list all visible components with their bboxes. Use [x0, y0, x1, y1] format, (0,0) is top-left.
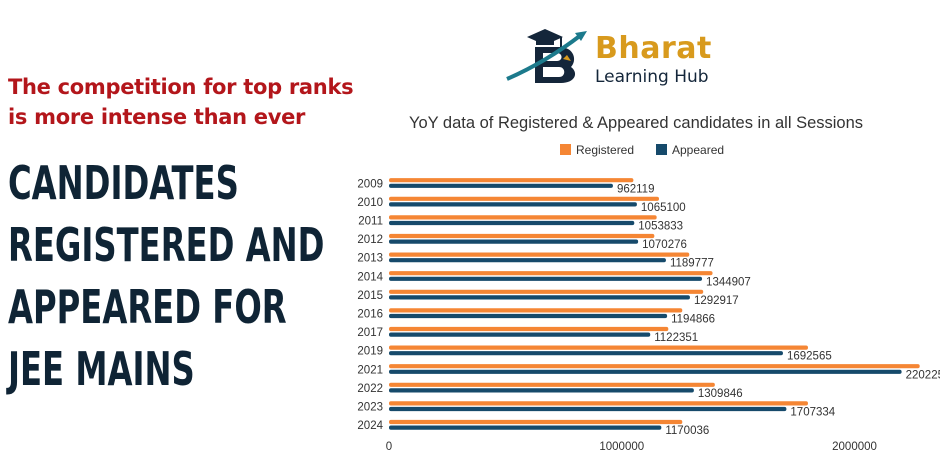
- bar-registered: [389, 271, 713, 276]
- plot-area: 2009 962119 2010 1065100 2011 1053833 2012 1070…: [357, 178, 940, 453]
- legend-swatch-registered: [560, 144, 571, 155]
- bar-appeared: [389, 388, 694, 393]
- data-label: 1070276: [642, 239, 687, 251]
- y-tick-label: 2012: [357, 234, 383, 246]
- bar-appeared: [389, 258, 666, 263]
- legend-swatch-appeared: [656, 144, 667, 155]
- y-tick-label: 2019: [357, 346, 383, 358]
- legend-label-registered: Registered: [576, 143, 634, 157]
- x-tick-label: 1000000: [599, 441, 644, 453]
- bar-appeared: [389, 220, 635, 226]
- bar-registered: [389, 345, 808, 350]
- y-tick-label: 2014: [357, 271, 383, 283]
- y-tick-label: 2024: [357, 420, 383, 432]
- data-label: 1292917: [694, 295, 739, 307]
- legend: Registered Appeared: [560, 143, 724, 157]
- bar-registered: [389, 419, 683, 425]
- data-label: 1189777: [670, 258, 714, 270]
- y-tick-label: 2021: [357, 364, 383, 376]
- bar-registered: [389, 308, 683, 313]
- brand-subtitle: Learning Hub: [595, 67, 709, 87]
- data-label: 1194866: [671, 314, 715, 326]
- y-tick-label: 2015: [357, 290, 383, 302]
- bar-appeared: [389, 369, 902, 374]
- bar-registered: [389, 289, 704, 294]
- bar-registered: [389, 326, 669, 332]
- tagline: The competition for top ranks is more in…: [8, 75, 354, 129]
- y-tick-label: 2010: [357, 197, 383, 209]
- bar-registered: [389, 382, 715, 387]
- x-tick-label: 0: [386, 441, 392, 453]
- headline: CANDIDATES REGISTERED AND APPEARED FOR J…: [8, 156, 325, 396]
- bar-registered: [389, 233, 655, 239]
- bar-appeared: [389, 313, 668, 319]
- y-tick-label: 2009: [357, 178, 383, 190]
- chart-title: YoY data of Registered & Appeared candid…: [409, 114, 863, 132]
- y-tick-label: 2011: [358, 216, 383, 228]
- bar-chart: YoY data of Registered & Appeared candid…: [357, 114, 940, 453]
- graduation-b-logo-icon: [506, 29, 587, 83]
- bar-appeared: [389, 183, 613, 188]
- legend-label-appeared: Appeared: [672, 143, 724, 157]
- bar-appeared: [389, 239, 639, 244]
- bar-registered: [389, 401, 808, 406]
- brand-logo: Bharat Learning Hub: [505, 25, 735, 95]
- bar-appeared: [389, 425, 662, 430]
- bar-appeared: [389, 332, 651, 337]
- y-tick-label: 2016: [357, 309, 383, 321]
- data-label: 1707334: [790, 407, 835, 419]
- bar-registered: [389, 196, 660, 201]
- data-label: 1344907: [706, 276, 751, 288]
- bar-appeared: [389, 406, 787, 412]
- bar-appeared: [389, 202, 637, 207]
- brand-name: Bharat: [595, 31, 712, 66]
- bar-appeared: [389, 295, 690, 300]
- bar-appeared: [389, 276, 703, 281]
- data-label: 1309846: [698, 388, 743, 400]
- bar-registered: [389, 178, 634, 183]
- x-tick-label: 2000000: [832, 441, 877, 453]
- data-label: 1170036: [665, 425, 709, 437]
- y-tick-label: 2013: [357, 253, 383, 265]
- data-label: 1065100: [641, 202, 686, 214]
- bar-appeared: [389, 351, 783, 356]
- data-label: 1053833: [638, 221, 683, 233]
- y-tick-label: 2023: [357, 402, 383, 414]
- data-label: 2202258: [906, 369, 940, 381]
- bar-registered: [389, 364, 920, 369]
- y-tick-label: 2022: [357, 383, 383, 395]
- bar-registered: [389, 252, 690, 257]
- data-label: 1692565: [787, 351, 832, 363]
- bar-registered: [389, 215, 657, 220]
- y-tick-label: 2017: [357, 327, 383, 339]
- data-label: 1122351: [654, 332, 698, 344]
- data-label: 962119: [617, 183, 655, 195]
